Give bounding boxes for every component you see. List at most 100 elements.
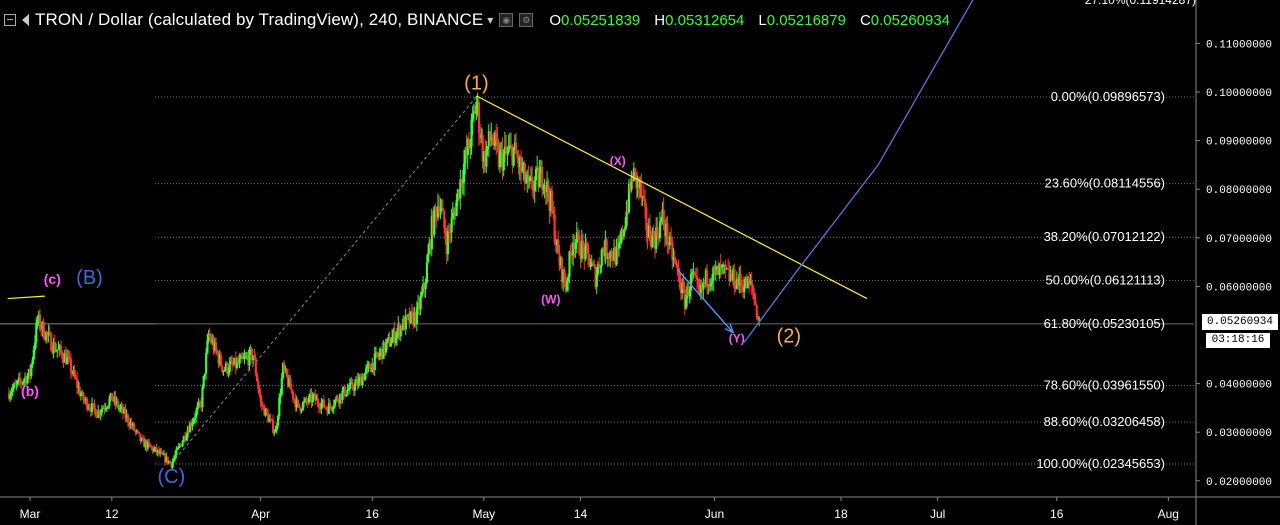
candle-body — [637, 178, 641, 189]
candle-body — [691, 272, 694, 275]
candle-body — [186, 430, 189, 437]
candle-body — [345, 394, 348, 397]
candle-body — [170, 462, 173, 468]
candle-body — [534, 169, 538, 181]
chevron-down-icon[interactable]: ▾ — [487, 13, 494, 27]
candle-body — [119, 407, 122, 409]
eye-icon[interactable]: ◉ — [499, 13, 514, 27]
price-tick-label: 0.11000000 — [1206, 39, 1272, 51]
candle-body — [367, 364, 370, 366]
open-key: O — [549, 11, 561, 29]
candle-body — [363, 373, 366, 381]
candle-body — [604, 239, 607, 257]
candle-body — [17, 377, 21, 381]
candle-body — [502, 153, 505, 171]
candle-body — [546, 181, 549, 192]
candle-body — [601, 249, 605, 251]
candle-body — [68, 356, 71, 360]
candle-body — [652, 230, 655, 237]
wave-label: (W) — [541, 292, 560, 306]
candle-body — [201, 387, 204, 408]
candle-body — [342, 386, 345, 391]
candle-body — [754, 300, 757, 306]
candle-body — [108, 398, 111, 406]
candle-body — [474, 110, 477, 114]
candle-body — [26, 375, 29, 384]
candle-body — [305, 398, 308, 402]
settings-icon[interactable]: ⚙ — [519, 13, 534, 27]
candle-body — [387, 337, 390, 340]
candle-body — [238, 358, 241, 364]
candle-body — [175, 449, 178, 455]
candle-body — [82, 392, 85, 401]
candle-body — [384, 343, 388, 353]
candle-body — [12, 383, 16, 389]
candle-body — [671, 241, 674, 260]
candle-body — [635, 171, 638, 189]
candle-body — [130, 422, 133, 427]
candle-body — [412, 312, 415, 326]
candle-body — [21, 382, 24, 384]
candle-body — [516, 154, 519, 159]
candle-body — [593, 264, 596, 267]
candle-body — [98, 410, 101, 415]
fib-level-label: 100.00%(0.02345653) — [1036, 456, 1165, 471]
chart-title[interactable]: TRON / Dollar (calculated by TradingView… — [35, 10, 484, 29]
candle-body — [489, 131, 492, 140]
candle-body — [425, 262, 428, 283]
candle-body — [498, 152, 502, 168]
candle-body — [77, 386, 80, 388]
candle-body — [742, 285, 745, 292]
candle-body — [606, 257, 610, 259]
candle-body — [343, 386, 347, 397]
candle-body — [104, 408, 107, 410]
candle-body — [155, 447, 158, 453]
candle-body — [337, 400, 340, 404]
candle-body — [755, 305, 758, 317]
collapse-icon[interactable] — [4, 14, 16, 26]
candle-body — [272, 420, 275, 433]
price-tick-label: 0.03000000 — [1206, 428, 1272, 440]
candle-body — [357, 378, 360, 386]
candle-body — [350, 381, 353, 383]
candle-body — [277, 415, 280, 426]
candle-body — [596, 264, 600, 275]
candle-body — [574, 242, 577, 249]
candle-body — [331, 408, 334, 410]
candle-body — [154, 447, 157, 449]
candle-body — [481, 135, 484, 162]
candle-body — [125, 414, 128, 418]
candle-body — [486, 145, 489, 150]
candle-body — [722, 264, 725, 266]
candle-body — [248, 349, 251, 366]
candle-body — [141, 438, 145, 440]
candle-body — [696, 276, 699, 281]
candle-body — [582, 240, 585, 248]
candle-body — [436, 206, 440, 218]
candle-body — [642, 196, 645, 199]
candle-body — [330, 406, 333, 409]
candle-body — [706, 270, 709, 286]
candle-body — [615, 247, 618, 265]
candle-body — [30, 364, 33, 377]
candle-body — [547, 181, 550, 197]
candle-body — [365, 368, 368, 374]
candle-body — [284, 368, 287, 370]
candle-body — [370, 369, 373, 372]
candle-body — [257, 381, 260, 389]
candle-body — [598, 264, 601, 268]
candle-body — [528, 177, 531, 182]
candle-body — [58, 345, 61, 349]
candle-body — [455, 199, 458, 216]
candle-body — [197, 402, 200, 407]
candle-body — [668, 236, 672, 246]
candle-body — [95, 416, 99, 418]
candle-body — [303, 401, 306, 403]
candle-body — [290, 388, 293, 392]
candle-body — [279, 394, 282, 398]
candle-body — [325, 407, 328, 409]
candle-body — [578, 235, 581, 255]
price-tick-label: 0.07000000 — [1206, 234, 1272, 246]
